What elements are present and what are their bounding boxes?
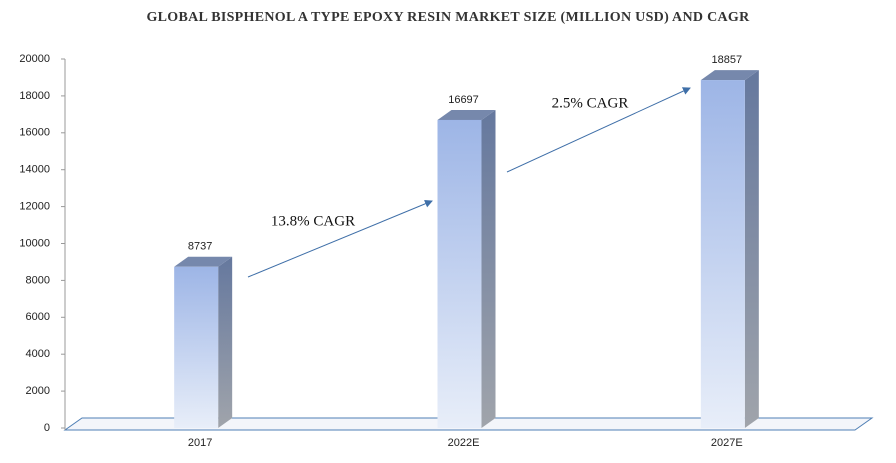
value-label: 16697 — [448, 94, 479, 106]
y-tick-label: 14000 — [19, 164, 50, 176]
chart-title: GLOBAL BISPHENOL A TYPE EPOXY RESIN MARK… — [146, 10, 750, 25]
x-tick-label: 2017 — [188, 437, 212, 449]
y-tick-label: 0 — [44, 422, 50, 434]
y-tick-label: 2000 — [26, 385, 50, 397]
y-tick-label: 16000 — [19, 127, 50, 139]
bar-top — [174, 256, 233, 267]
cagr-arrow — [247, 199, 433, 278]
bar-side — [744, 70, 759, 428]
value-label: 18857 — [712, 54, 743, 66]
annotation: 13.8% CAGR — [271, 213, 355, 229]
y-tick-label: 18000 — [19, 90, 50, 102]
bar-side — [218, 256, 233, 428]
annotation: 2.5% CAGR — [552, 95, 629, 111]
y-tick-label: 20000 — [19, 53, 50, 65]
cagr-arrow — [506, 87, 691, 173]
y-tick-label: 10000 — [19, 237, 50, 249]
y-tick-label: 12000 — [19, 201, 50, 213]
bar-top — [700, 70, 759, 81]
value-label: 8737 — [188, 241, 212, 253]
bar-top — [437, 109, 496, 120]
y-tick-label: 4000 — [26, 348, 50, 360]
y-tick-label: 8000 — [26, 274, 50, 286]
bar — [174, 266, 219, 428]
y-tick-label: 6000 — [26, 311, 50, 323]
bar — [700, 80, 745, 428]
x-tick-label: 2022E — [448, 437, 480, 449]
bar — [437, 119, 482, 428]
bar-side — [481, 109, 496, 428]
x-tick-label: 2027E — [711, 437, 743, 449]
